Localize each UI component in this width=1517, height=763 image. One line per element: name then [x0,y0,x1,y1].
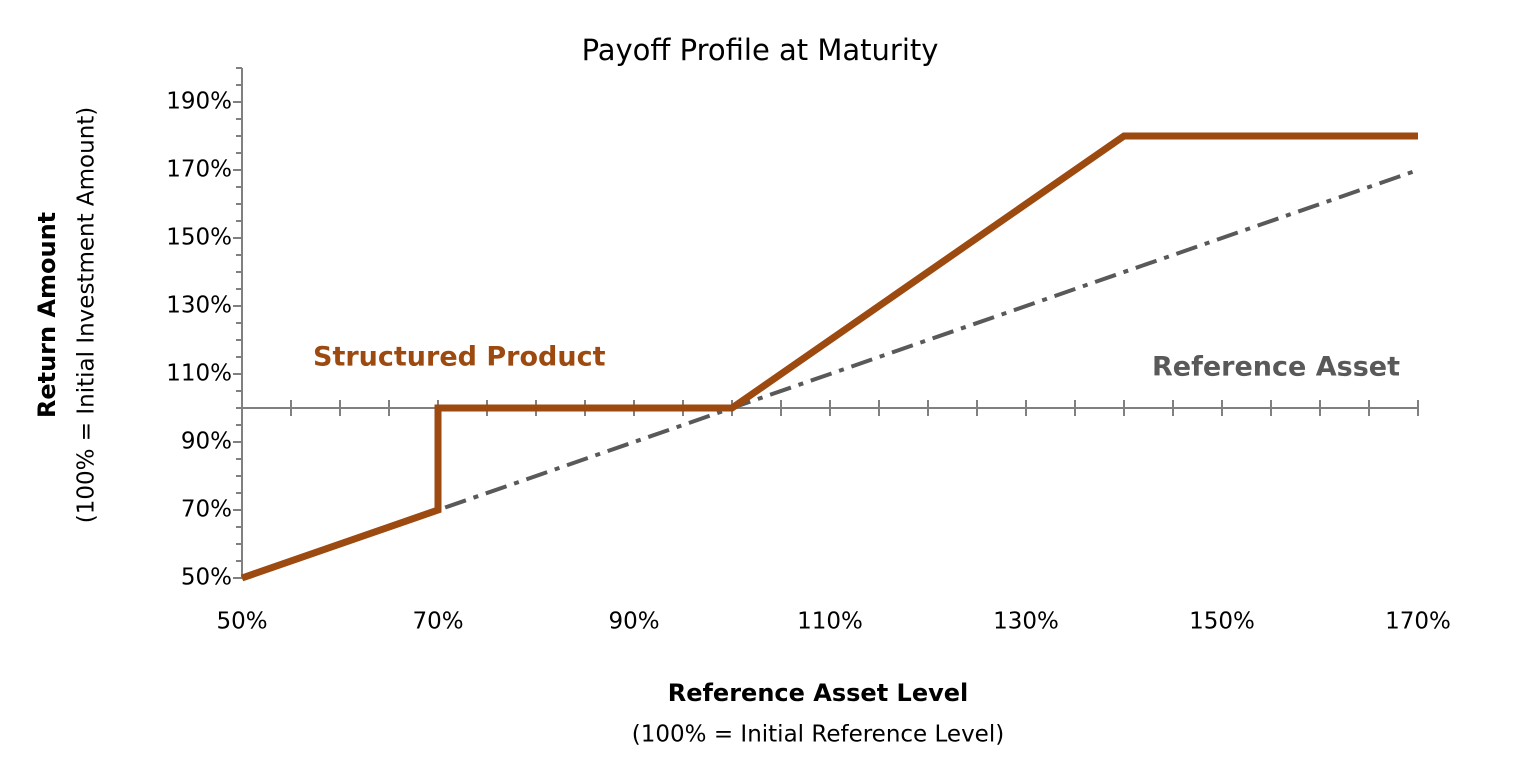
y-tick-label: 50% [181,565,232,591]
series-line [240,132,1418,582]
y-tick-label: 190% [166,89,232,115]
x-tick-label: 50% [216,609,267,635]
y-tick-label: 90% [181,429,232,455]
y-axis-sublabel: (100% = Initial Investment Amount) [74,107,100,524]
x-tick-label: 150% [1189,609,1255,635]
y-tick-label: 70% [181,497,232,523]
y-axis-label: Return Amount [33,212,61,418]
y-tick-label: 110% [166,361,232,387]
x-tick-label: 130% [993,609,1059,635]
x-tick-label: 90% [608,609,659,635]
series-label: Reference Asset [1152,352,1400,383]
x-tick-label: 170% [1385,609,1451,635]
y-tick-label: 130% [166,293,232,319]
series-line [241,168,1419,580]
x-axis-sublabel: (100% = Initial Reference Level) [632,722,1004,748]
x-axis-label: Reference Asset Level [668,679,969,707]
series-label: Structured Product [313,342,606,373]
y-tick-label: 150% [166,225,232,251]
x-tick-label: 110% [797,609,863,635]
x-tick-label: 70% [412,609,463,635]
y-tick-label: 170% [166,157,232,183]
chart-title: Payoff Profile at Maturity [582,33,939,67]
